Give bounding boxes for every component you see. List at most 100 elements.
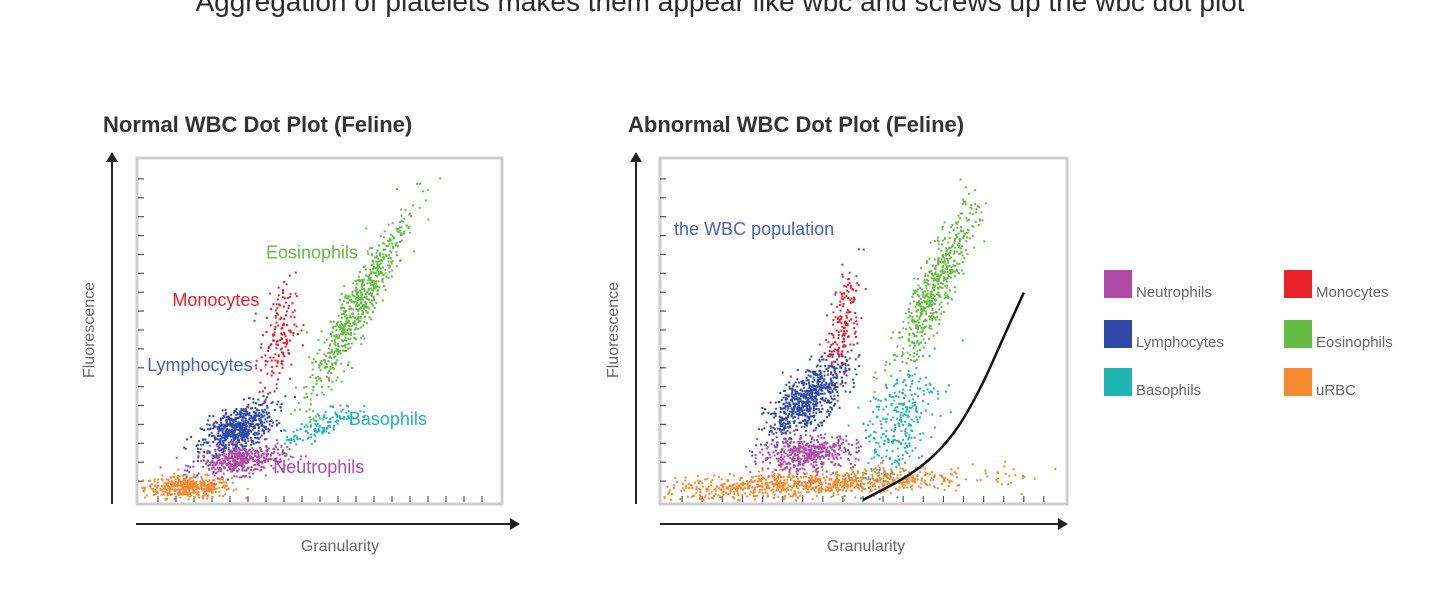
data-point: [830, 344, 833, 346]
data-point: [231, 481, 234, 484]
data-point: [368, 298, 371, 301]
data-point: [798, 392, 801, 395]
data-point: [901, 485, 904, 488]
data-point: [244, 451, 247, 454]
data-point: [205, 493, 208, 495]
data-point: [372, 262, 375, 265]
data-point: [250, 422, 253, 425]
data-point: [238, 425, 241, 428]
data-point: [379, 254, 382, 257]
data-point: [914, 305, 917, 308]
data-point: [800, 413, 803, 416]
data-point: [227, 454, 230, 457]
data-point: [761, 448, 764, 451]
data-point: [206, 450, 209, 453]
data-point: [837, 441, 839, 444]
data-point: [721, 491, 724, 494]
data-point: [232, 421, 235, 424]
data-point: [823, 386, 825, 389]
data-point: [330, 339, 333, 342]
data-point: [819, 365, 822, 368]
data-point: [280, 347, 283, 350]
data-point: [767, 475, 770, 478]
data-point: [720, 478, 723, 481]
data-point: [328, 379, 330, 382]
data-point: [754, 454, 757, 456]
data-point: [238, 476, 241, 479]
data-point: [847, 284, 850, 286]
data-point: [199, 485, 202, 488]
data-point: [808, 456, 811, 459]
data-point: [229, 467, 231, 470]
data-point: [264, 474, 267, 477]
data-point: [812, 409, 815, 411]
data-point: [828, 388, 831, 390]
data-point: [238, 412, 241, 415]
data-point: [222, 453, 225, 455]
data-point: [832, 311, 835, 314]
data-point: [787, 395, 790, 398]
data-point: [366, 250, 369, 253]
data-point: [810, 389, 813, 392]
data-point: [376, 274, 379, 277]
data-point: [814, 385, 817, 388]
data-point: [199, 482, 202, 485]
data-point: [276, 460, 279, 463]
data-point: [270, 343, 273, 346]
data-point: [372, 296, 375, 298]
data-point: [356, 305, 359, 308]
data-point: [843, 345, 846, 348]
normal-plot-ticks: [138, 178, 483, 502]
data-point: [291, 456, 294, 459]
data-point: [797, 450, 800, 453]
data-point: [815, 385, 818, 387]
data-point: [185, 464, 188, 467]
data-point: [342, 313, 345, 316]
data-point: [847, 484, 850, 487]
data-point: [801, 410, 804, 412]
data-point: [242, 420, 245, 423]
data-point: [195, 491, 198, 494]
data-point: [911, 488, 913, 491]
data-point: [224, 444, 227, 447]
data-point: [388, 237, 391, 240]
data-point: [398, 226, 401, 229]
data-point: [192, 473, 195, 476]
data-point: [267, 458, 270, 461]
data-point: [358, 280, 361, 283]
data-point: [971, 235, 974, 237]
data-point: [774, 469, 777, 472]
data-point: [784, 389, 786, 392]
data-point: [760, 443, 762, 446]
data-point: [810, 475, 813, 478]
data-point: [309, 416, 311, 419]
data-point: [370, 264, 373, 266]
data-point: [804, 412, 807, 415]
data-point: [808, 455, 811, 457]
data-point: [264, 460, 267, 463]
data-point: [841, 295, 844, 298]
data-point: [794, 416, 797, 419]
data-point: [794, 491, 797, 494]
data-point: [923, 481, 926, 484]
data-point: [857, 446, 860, 449]
data-point: [808, 400, 811, 403]
data-point: [839, 482, 842, 485]
data-point: [235, 437, 238, 439]
data-point: [771, 439, 774, 442]
data-point: [852, 300, 855, 303]
data-point: [836, 321, 839, 324]
data-point: [806, 421, 808, 424]
data-point: [189, 482, 192, 485]
data-point: [936, 239, 939, 242]
data-point: [807, 369, 810, 372]
data-point: [207, 474, 210, 477]
data-point: [840, 485, 843, 488]
data-point: [738, 499, 741, 502]
data-point: [152, 489, 155, 492]
data-point: [318, 425, 321, 428]
data-point: [821, 382, 824, 385]
data-point: [844, 381, 847, 384]
data-point: [383, 230, 386, 233]
data-point: [329, 333, 332, 335]
